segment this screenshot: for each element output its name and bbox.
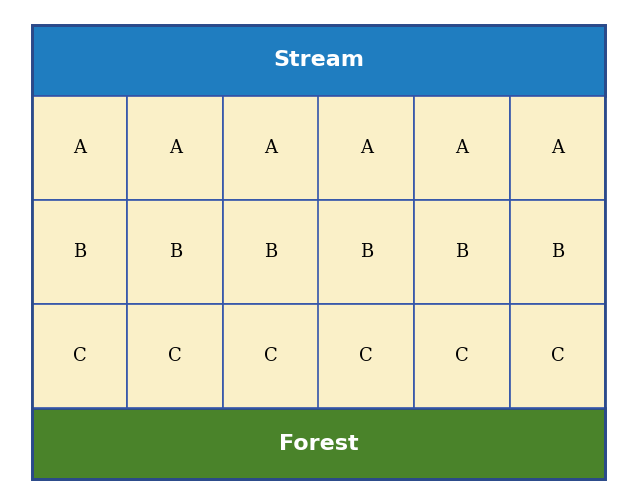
Bar bbox=[127, 200, 223, 304]
Bar bbox=[318, 200, 414, 304]
Bar bbox=[32, 25, 605, 96]
Bar bbox=[223, 96, 318, 200]
Bar bbox=[127, 304, 223, 408]
Text: C: C bbox=[455, 347, 469, 365]
Text: Stream: Stream bbox=[273, 50, 364, 71]
Text: C: C bbox=[359, 347, 373, 365]
Text: B: B bbox=[455, 243, 468, 261]
Text: A: A bbox=[551, 139, 564, 157]
Bar bbox=[32, 25, 605, 479]
Bar bbox=[510, 304, 605, 408]
Bar bbox=[32, 408, 605, 479]
Bar bbox=[32, 96, 127, 200]
Bar bbox=[414, 96, 510, 200]
Bar bbox=[414, 200, 510, 304]
Text: A: A bbox=[455, 139, 468, 157]
Bar bbox=[223, 304, 318, 408]
Text: B: B bbox=[169, 243, 182, 261]
Text: B: B bbox=[264, 243, 277, 261]
Text: A: A bbox=[73, 139, 86, 157]
Bar bbox=[318, 304, 414, 408]
Bar bbox=[127, 96, 223, 200]
Text: B: B bbox=[551, 243, 564, 261]
Text: C: C bbox=[550, 347, 564, 365]
Text: A: A bbox=[169, 139, 182, 157]
Text: C: C bbox=[168, 347, 182, 365]
Bar bbox=[223, 200, 318, 304]
Text: C: C bbox=[264, 347, 278, 365]
Bar bbox=[414, 304, 510, 408]
Text: B: B bbox=[360, 243, 373, 261]
Bar bbox=[510, 200, 605, 304]
Text: C: C bbox=[73, 347, 87, 365]
Bar bbox=[510, 96, 605, 200]
Text: A: A bbox=[264, 139, 277, 157]
Text: B: B bbox=[73, 243, 86, 261]
Bar bbox=[32, 304, 127, 408]
Bar bbox=[318, 96, 414, 200]
Text: Forest: Forest bbox=[278, 433, 358, 454]
Bar bbox=[32, 200, 127, 304]
Text: A: A bbox=[360, 139, 373, 157]
